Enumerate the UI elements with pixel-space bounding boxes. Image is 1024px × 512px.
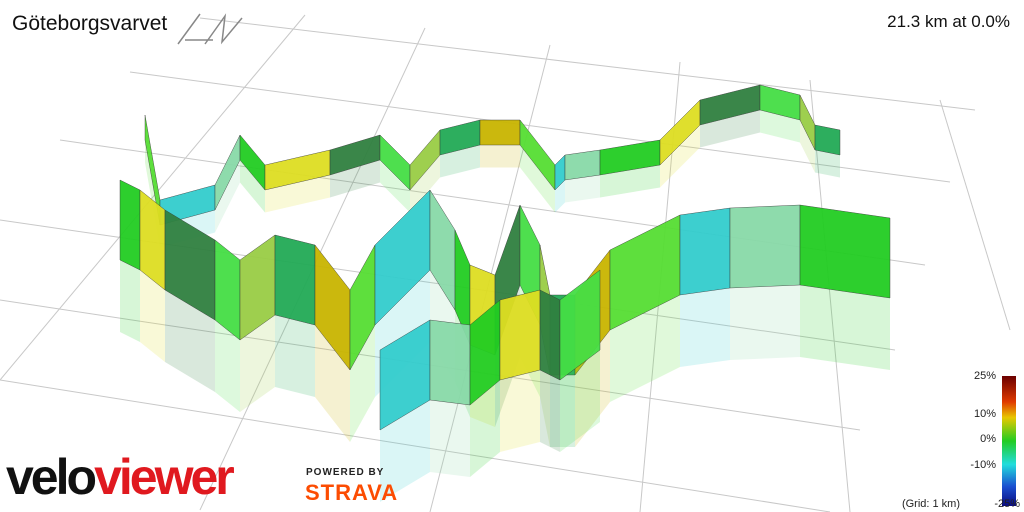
legend-tick: -25% [994, 498, 1020, 510]
reflection [410, 155, 440, 213]
ribbon-segment [539, 289, 561, 381]
reflection [440, 145, 480, 178]
legend-tick: -10% [970, 459, 996, 471]
reflection [240, 160, 265, 213]
ribbon-segment [559, 269, 601, 381]
ribbon-segment [679, 207, 731, 296]
ribbon-segment [729, 204, 801, 289]
reflection [500, 370, 540, 452]
reflection [575, 330, 610, 447]
reflection [165, 290, 215, 392]
reflection [660, 125, 700, 188]
reflection [265, 175, 330, 213]
title: Göteborgsvarvet [12, 12, 168, 35]
reflection [730, 285, 800, 360]
reflection [315, 325, 350, 442]
grid-note: (Grid: 1 km) [902, 498, 960, 510]
reflection [700, 110, 760, 148]
reflection [380, 160, 410, 213]
logo: veloviewer [6, 448, 235, 506]
reflection [565, 175, 600, 203]
logo-right: viewer [94, 449, 235, 505]
reflection [550, 375, 575, 447]
reflection [800, 120, 815, 173]
powered-by: POWERED BY [306, 467, 385, 478]
reflection [120, 260, 140, 342]
reflection [240, 315, 275, 412]
reflection [350, 325, 375, 442]
reflection [470, 380, 500, 477]
reflection [610, 295, 680, 402]
summary: 21.3 km at 0.0% [887, 12, 1010, 31]
legend-tick: 25% [974, 370, 996, 382]
ribbon-segment [499, 289, 541, 381]
partner-logo: STRAVA [305, 480, 399, 505]
legend-tick: 0% [980, 433, 996, 445]
ribbon-segment [274, 234, 316, 326]
reflection [600, 165, 660, 198]
ribbon-segment [429, 319, 471, 406]
reflection [275, 315, 315, 397]
reflection [555, 180, 565, 213]
reflection [815, 150, 840, 178]
reflection [540, 370, 560, 452]
compass [177, 13, 243, 45]
ribbon-segment [479, 119, 521, 146]
route-ribbon [119, 84, 891, 502]
ribbon-segment [799, 204, 891, 299]
reflection [330, 160, 380, 198]
reflection [380, 400, 430, 502]
legend-scale [1002, 376, 1016, 506]
reflection [430, 400, 470, 477]
reflection [560, 350, 600, 452]
legend-tick: 10% [974, 408, 996, 420]
ribbon-segment [814, 124, 841, 156]
ribbon-segment [564, 149, 601, 181]
reflection [520, 145, 555, 213]
reflection [800, 285, 890, 370]
logo-left: velo [6, 449, 97, 505]
legend: 25% 10% 0% -10% -25% (Grid: 1 km) [902, 370, 1020, 510]
reflection [215, 320, 240, 412]
reflection [760, 110, 800, 143]
ribbon-segment [119, 179, 141, 271]
reflection [480, 145, 520, 168]
reflection [140, 270, 165, 362]
reflection [215, 160, 240, 233]
reflection [680, 288, 730, 367]
